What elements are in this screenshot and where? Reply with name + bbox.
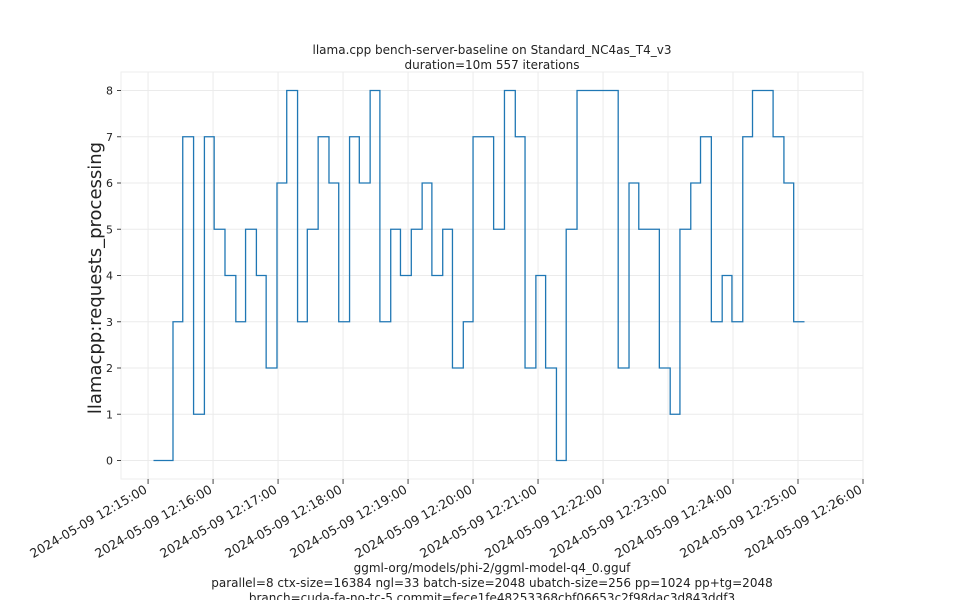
x-tick-label: 2024-05-09 12:22:00 (482, 482, 605, 561)
y-tick-label: 0 (106, 455, 113, 468)
x-tick-label: 2024-05-09 12:21:00 (417, 482, 540, 561)
x-tick-label: 2024-05-09 12:19:00 (287, 482, 410, 561)
footer-branch: branch=cuda-fa-no-tc-5 commit=fece1fe482… (249, 591, 735, 600)
x-tick-label: 2024-05-09 12:15:00 (27, 482, 150, 561)
y-axis-label: llamacpp:requests_processing (85, 142, 106, 414)
y-tick-label: 1 (106, 408, 113, 421)
x-tick-label: 2024-05-09 12:18:00 (222, 482, 345, 561)
y-tick-label: 6 (106, 177, 113, 190)
y-tick-label: 8 (106, 85, 113, 98)
chart-footer: ggml-org/models/phi-2/ggml-model-q4_0.gg… (211, 561, 772, 600)
x-tick-label: 2024-05-09 12:23:00 (547, 482, 670, 561)
x-tick-label: 2024-05-09 12:24:00 (612, 482, 735, 561)
chart-title-line-2: duration=10m 557 iterations (405, 58, 580, 72)
footer-model: ggml-org/models/phi-2/ggml-model-q4_0.gg… (354, 561, 632, 575)
x-tick-label: 2024-05-09 12:17:00 (157, 482, 280, 561)
x-tick-label: 2024-05-09 12:20:00 (352, 482, 475, 561)
chart-title-line-1: llama.cpp bench-server-baseline on Stand… (313, 43, 672, 57)
y-tick-label: 7 (106, 131, 113, 144)
x-tick-label: 2024-05-09 12:25:00 (677, 482, 800, 561)
chart-title: llama.cpp bench-server-baseline on Stand… (313, 43, 672, 72)
y-axis: 0 1 2 3 4 5 6 7 8 (106, 85, 121, 468)
x-tick-label: 2024-05-09 12:16:00 (92, 482, 215, 561)
x-tick-label: 2024-05-09 12:26:00 (742, 482, 865, 561)
y-tick-label: 3 (106, 316, 113, 329)
y-tick-label: 5 (106, 223, 113, 236)
y-tick-label: 2 (106, 362, 113, 375)
footer-params: parallel=8 ctx-size=16384 ngl=33 batch-s… (211, 576, 772, 590)
y-tick-label: 4 (106, 270, 113, 283)
